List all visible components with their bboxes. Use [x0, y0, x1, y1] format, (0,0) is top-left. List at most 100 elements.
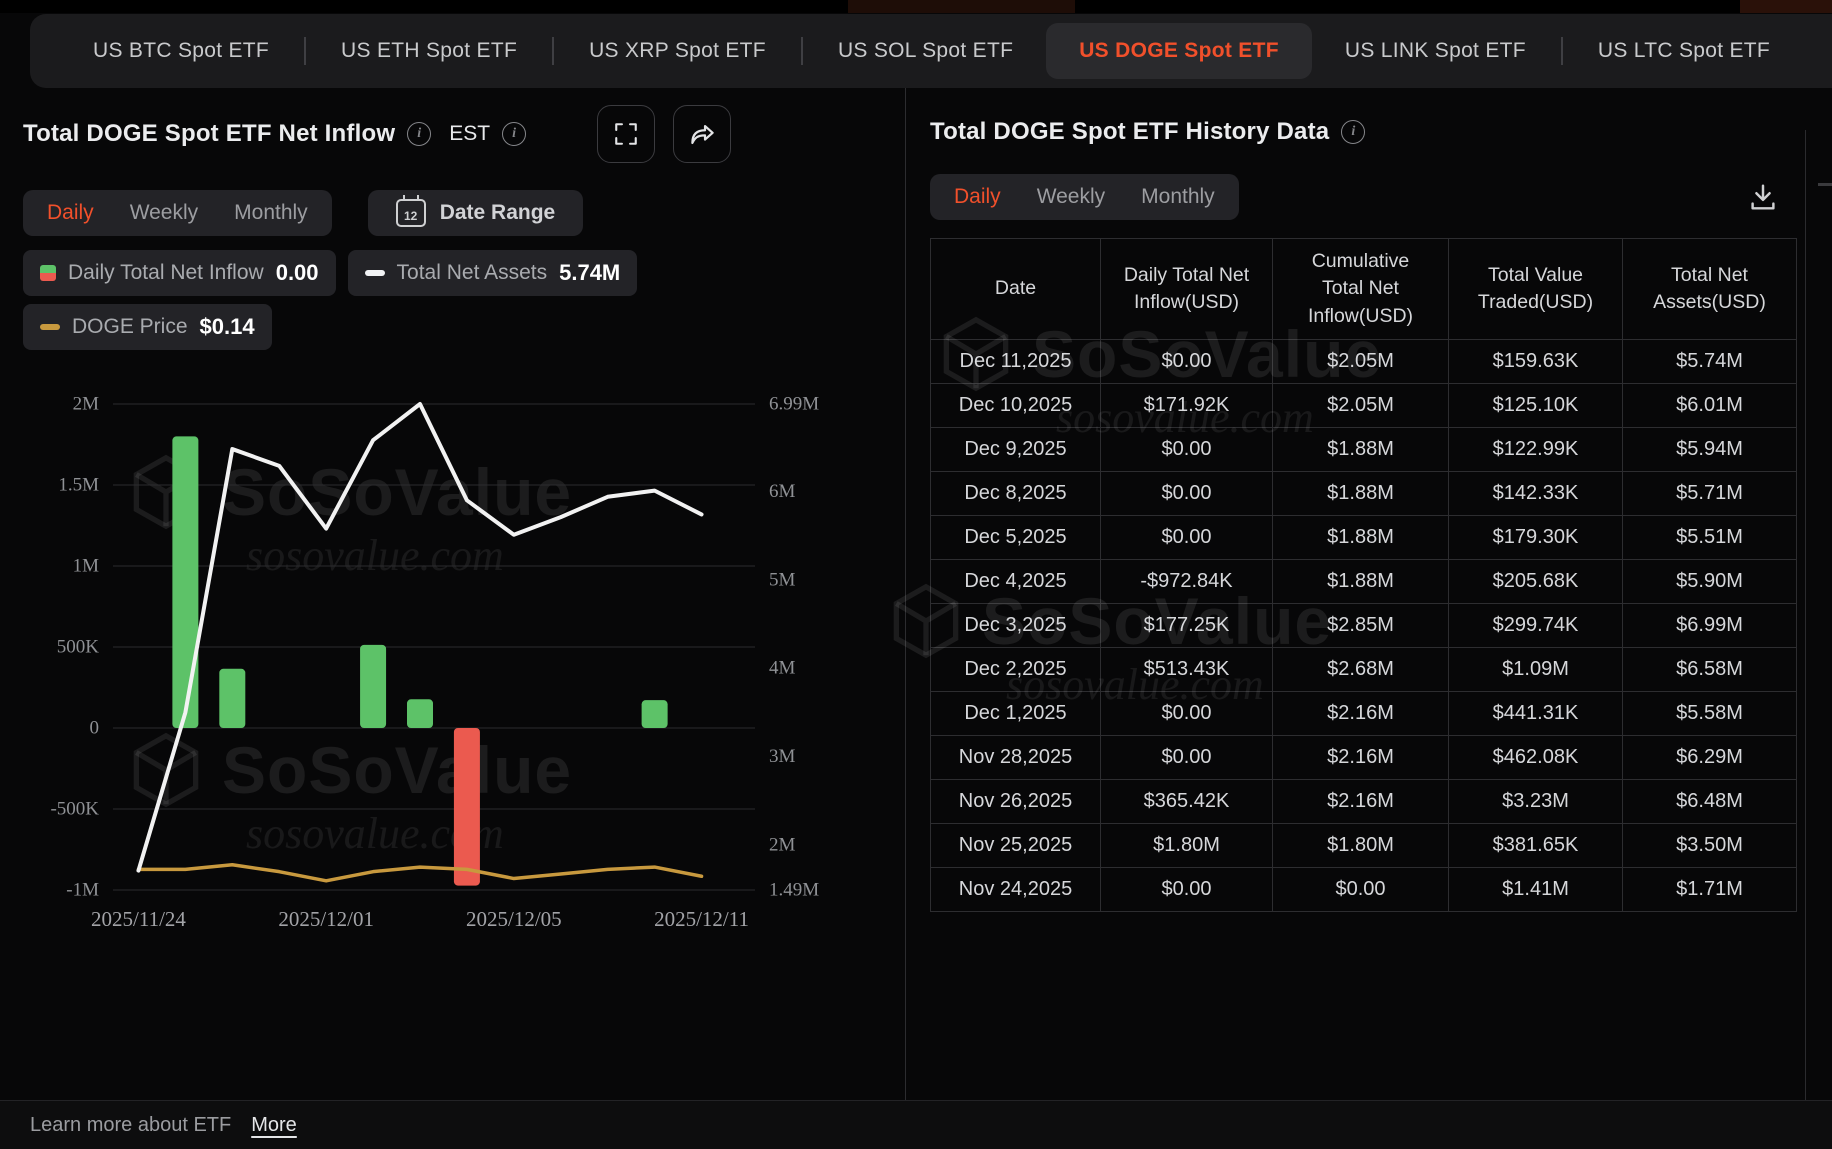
table-row: Nov 24,2025 $0.00 $0.00 $1.41M $1.71M	[930, 866, 1797, 912]
scrollbar-track[interactable]	[1805, 130, 1806, 1100]
net-inflow-period-tab-daily[interactable]: Daily	[47, 201, 94, 224]
daily-inflow-bar	[641, 700, 668, 728]
cell-inflow: $1.80M	[1100, 822, 1273, 868]
right-axis-tick: 2M	[769, 834, 796, 855]
history-controls: Daily Weekly Monthly	[930, 174, 1832, 220]
legend-label: Daily Total Net Inflow	[68, 261, 264, 284]
history-table-wrap: Date Daily Total Net Inflow(USD) Cumulativ…	[893, 238, 1797, 912]
chart-controls: Daily Weekly Monthly 12 Date Range	[23, 190, 905, 236]
table-header-row: Date Daily Total Net Inflow(USD) Cumulativ…	[930, 238, 1797, 340]
tab-us-eth-spot-etf[interactable]: US ETH Spot ETF	[341, 39, 518, 62]
cell-inflow: $171.92K	[1100, 382, 1273, 428]
download-button[interactable]	[1742, 176, 1784, 221]
legend-label: Total Net Assets	[396, 261, 548, 284]
main-panels: Total DOGE Spot ETF Net Inflow EST Daily…	[0, 88, 1832, 1100]
cell-traded: $159.63K	[1448, 338, 1623, 384]
cell-inflow: $513.43K	[1100, 646, 1273, 692]
table-row: Dec 2,2025 $513.43K $2.68M $1.09M $6.58M	[930, 646, 1797, 692]
cell-traded: $381.65K	[1448, 822, 1623, 868]
fullscreen-button[interactable]	[597, 105, 655, 163]
daily-inflow-bar	[360, 644, 387, 728]
cell-assets: $5.90M	[1622, 558, 1797, 604]
date-range-label: Date Range	[439, 201, 556, 224]
legend-label: DOGE Price	[72, 315, 188, 338]
info-icon[interactable]	[502, 122, 527, 146]
tab-us-doge-spot-etf[interactable]: US DOGE Spot ETF	[1046, 23, 1312, 79]
cell-cumulative: $1.88M	[1272, 514, 1449, 560]
right-axis-tick: 4M	[769, 658, 796, 679]
cell-cumulative: $1.88M	[1272, 426, 1449, 472]
tab-separator	[304, 37, 307, 65]
x-axis-tick: 2025/11/24	[91, 907, 186, 931]
right-axis-tick: 6.99M	[769, 394, 819, 415]
net-inflow-period-tab-weekly[interactable]: Weekly	[129, 201, 199, 224]
cell-cumulative: $0.00	[1272, 866, 1449, 912]
cell-date: Dec 10,2025	[930, 382, 1101, 428]
tab-us-ltc-spot-etf[interactable]: US LTC Spot ETF	[1597, 39, 1771, 62]
column-header-3: Total Value Traded(USD)	[1448, 238, 1623, 340]
cell-inflow: $0.00	[1100, 690, 1273, 736]
left-axis-tick: -1M	[66, 880, 99, 901]
history-table: Date Daily Total Net Inflow(USD) Cumulativ…	[930, 238, 1797, 912]
history-period-tab-daily[interactable]: Daily	[954, 185, 1001, 208]
info-icon[interactable]	[407, 122, 432, 146]
legend-daily-total-net-inflow[interactable]: Daily Total Net Inflow 0.00	[23, 250, 336, 296]
cell-assets: $1.71M	[1622, 866, 1797, 912]
footer: Learn more about ETF More	[0, 1100, 1832, 1149]
cell-date: Dec 3,2025	[930, 602, 1101, 648]
calendar-icon: 12	[395, 195, 426, 227]
cell-cumulative: $2.85M	[1272, 602, 1449, 648]
cell-date: Dec 2,2025	[930, 646, 1101, 692]
cell-traded: $1.09M	[1448, 646, 1623, 692]
net-inflow-chart-svg: 2M 1.5M 1M 500K 0 -500K -1M 6.99M 6M 5M 4M 3M 2M 1.49…	[50, 394, 819, 932]
daily-inflow-bar	[407, 699, 433, 728]
cell-cumulative: $2.16M	[1272, 690, 1449, 736]
chart-legend: Daily Total Net Inflow 0.00 Total Net Asse…	[23, 250, 853, 350]
share-button[interactable]	[673, 105, 731, 163]
history-header: Total DOGE Spot ETF History Data	[930, 112, 1832, 152]
cell-assets: $5.94M	[1622, 426, 1797, 472]
info-icon[interactable]	[1341, 120, 1366, 144]
tab-us-btc-spot-etf[interactable]: US BTC Spot ETF	[93, 39, 270, 62]
table-row: Nov 26,2025 $365.42K $2.16M $3.23M $6.48M	[930, 778, 1797, 824]
date-range-button[interactable]: 12 Date Range	[367, 190, 584, 236]
cell-assets: $6.99M	[1622, 602, 1797, 648]
cell-traded: $1.41M	[1448, 866, 1623, 912]
cell-date: Nov 26,2025	[930, 778, 1101, 824]
table-row: Dec 10,2025 $171.92K $2.05M $125.10K $6.01M	[930, 382, 1797, 428]
history-period-tab-weekly[interactable]: Weekly	[1036, 185, 1106, 208]
cell-cumulative: $1.88M	[1272, 558, 1449, 604]
net-inflow-chart[interactable]: SoSoValue sosovalue.com SoSoValue sosovalue…	[10, 374, 830, 934]
legend-value: 5.74M	[559, 260, 621, 285]
table-row: Dec 8,2025 $0.00 $1.88M $142.33K $5.71M	[930, 470, 1797, 516]
cell-assets: $6.01M	[1622, 382, 1797, 428]
timezone-label: EST	[449, 122, 491, 145]
history-data-panel: Total DOGE Spot ETF History Data Daily We…	[893, 88, 1832, 1100]
cell-cumulative: $2.05M	[1272, 382, 1449, 428]
history-period-tab-monthly[interactable]: Monthly	[1141, 185, 1215, 208]
net-inflow-period-tab-monthly[interactable]: Monthly	[234, 201, 308, 224]
table-row: Dec 9,2025 $0.00 $1.88M $122.99K $5.94M	[930, 426, 1797, 472]
scrollbar-thumb[interactable]	[1818, 183, 1832, 186]
tab-us-xrp-spot-etf[interactable]: US XRP Spot ETF	[589, 39, 766, 62]
legend-total-net-assets[interactable]: Total Net Assets 5.74M	[347, 250, 638, 296]
tab-separator	[800, 37, 803, 65]
footer-more-link[interactable]: More	[251, 1113, 297, 1136]
right-axis-tick: 3M	[769, 746, 796, 767]
dash-white-icon	[364, 270, 385, 276]
column-header-4: Total Net Assets(USD)	[1622, 238, 1797, 340]
table-row: Dec 5,2025 $0.00 $1.88M $179.30K $5.51M	[930, 514, 1797, 560]
table-row: Dec 3,2025 $177.25K $2.85M $299.74K $6.99M	[930, 602, 1797, 648]
fullscreen-icon	[615, 123, 637, 145]
column-header-2: Cumulative Total Net Inflow(USD)	[1272, 238, 1449, 340]
left-axis-tick: -500K	[50, 799, 99, 820]
cell-assets: $5.58M	[1622, 690, 1797, 736]
legend-doge-price[interactable]: DOGE Price $0.14	[23, 304, 272, 350]
tab-us-link-spot-etf[interactable]: US LINK Spot ETF	[1344, 39, 1526, 62]
tab-separator	[1560, 37, 1563, 65]
cell-date: Dec 5,2025	[930, 514, 1101, 560]
x-axis-tick: 2025/12/11	[654, 907, 749, 931]
chart-header-buttons	[597, 105, 731, 163]
cell-traded: $122.99K	[1448, 426, 1623, 472]
tab-us-sol-spot-etf[interactable]: US SOL Spot ETF	[837, 39, 1014, 62]
